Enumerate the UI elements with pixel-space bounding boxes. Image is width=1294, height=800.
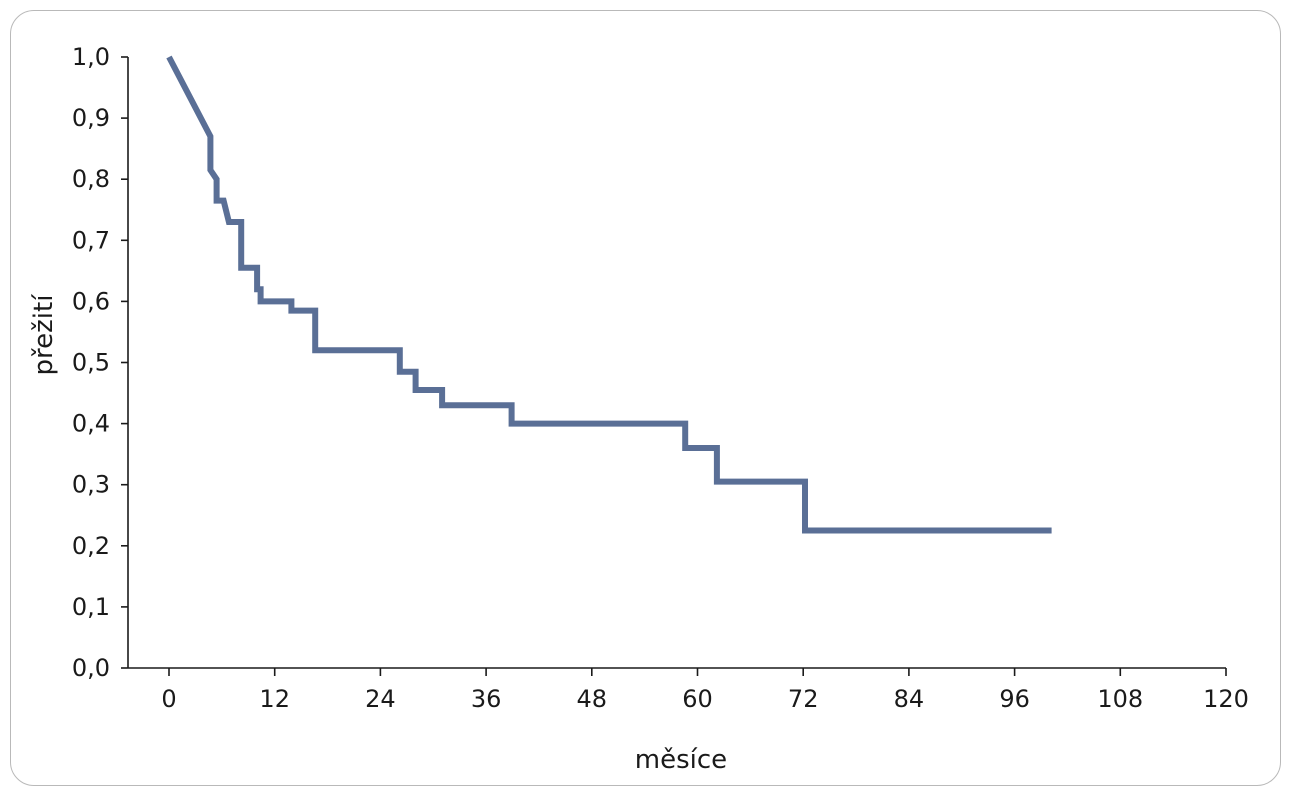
y-tick-label: 0,0: [72, 654, 110, 682]
chart-frame: [10, 10, 1281, 786]
y-tick-label: 0,6: [72, 287, 110, 315]
x-tick-label: 12: [259, 685, 290, 713]
x-tick-label: 60: [682, 685, 713, 713]
y-tick-label: 0,5: [72, 349, 110, 377]
y-tick-label: 0,2: [72, 532, 110, 560]
x-tick-label: 36: [471, 685, 502, 713]
y-tick-label: 0,3: [72, 471, 110, 499]
x-tick-label: 96: [999, 685, 1030, 713]
y-ticks: 0,0 0,1 0,2 0,3 0,4 0,5 0,6 0,7 0,8 0,9 1,0: [72, 43, 128, 682]
x-tick-label: 24: [365, 685, 396, 713]
x-tick-label: 72: [788, 685, 819, 713]
x-tick-label: 108: [1097, 685, 1143, 713]
x-axis-title: měsíce: [635, 745, 727, 775]
axes: [127, 57, 1226, 669]
x-tick-label: 48: [577, 685, 608, 713]
y-tick-label: 0,9: [72, 104, 110, 132]
x-tick-label: 0: [161, 685, 176, 713]
y-tick-label: 0,7: [72, 226, 110, 254]
series-group: [166, 55, 1052, 534]
x-tick-label: 120: [1203, 685, 1249, 713]
y-axis-title: přežití: [29, 294, 59, 376]
y-tick-label: 0,4: [72, 410, 110, 438]
y-tick-label: 0,1: [72, 593, 110, 621]
y-tick-label: 1,0: [72, 43, 110, 71]
x-ticks: 0 12 24 36 48 60 72 84 96 108 120: [161, 668, 1249, 713]
x-tick-label: 84: [894, 685, 925, 713]
survival-curve: [166, 55, 1052, 534]
y-tick-label: 0,8: [72, 165, 110, 193]
